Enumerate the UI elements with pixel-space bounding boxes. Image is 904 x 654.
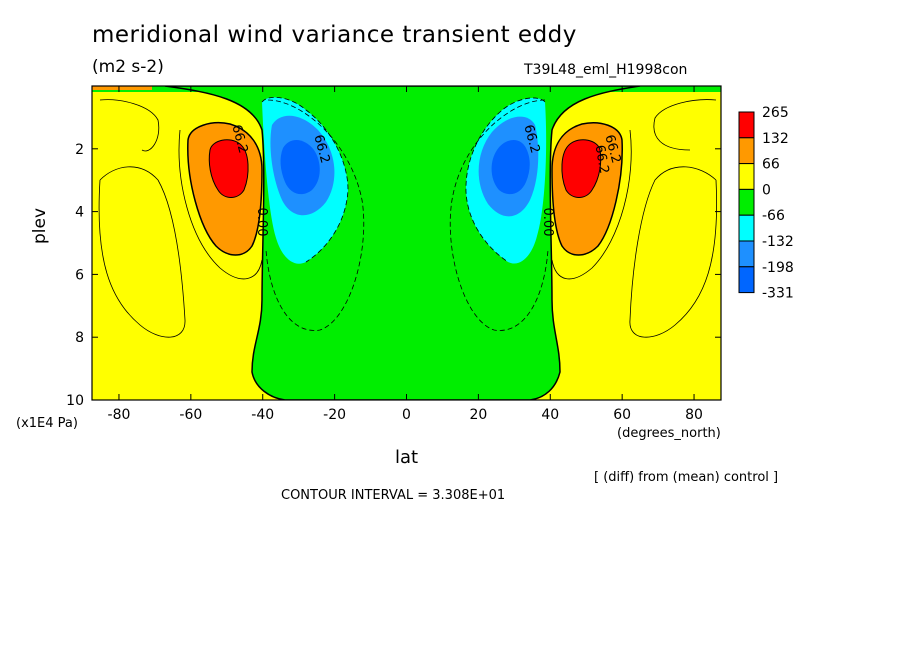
contour-line-sh-outer (178, 129, 263, 280)
units-label: (m2 s-2) (92, 57, 164, 77)
contour-label: 0.00 (254, 208, 269, 237)
contour-label: 66.2 (592, 144, 612, 175)
contour-line-nh-top (653, 99, 717, 151)
y-tick-label: 6 (75, 267, 84, 283)
x-axis-units: (degrees_north) (617, 426, 721, 441)
x-tick-label: -80 (108, 407, 131, 423)
contour-label: 66.2 (601, 133, 623, 165)
colorbar-swatch (738, 214, 755, 242)
colorbar-label: 132 (762, 131, 789, 147)
colorbar-swatch (738, 137, 755, 165)
x-tick-label: 40 (541, 407, 559, 423)
colorbar-swatch (738, 188, 755, 216)
fill-darkblue-nh (491, 139, 530, 195)
contour-line-sh-top (99, 99, 160, 152)
fill-red-sh (208, 139, 249, 198)
y-tick-label: 2 (75, 142, 84, 158)
colorbar-label: -198 (762, 260, 794, 276)
x-tick-label: 80 (685, 407, 703, 423)
y-tick-label: 10 (66, 393, 84, 409)
dashed-contour-sh-outer (265, 99, 365, 331)
contour-line-nh-far (629, 166, 717, 338)
x-tick-label: 0 (402, 407, 411, 423)
contour-label: 0.00 (540, 208, 555, 237)
contour-label: 66.2 (228, 123, 250, 155)
fill-top-left-orange (92, 86, 152, 90)
colorbar-label: -132 (762, 234, 794, 250)
colorbar-label: 265 (762, 105, 789, 121)
dashed-contour-sh-cyan (261, 96, 349, 263)
contour-interval: CONTOUR INTERVAL = 3.308E+01 (281, 488, 506, 503)
x-tick-label: -40 (251, 407, 274, 423)
colorbar-label: -66 (762, 208, 785, 224)
dashed-contour-nh-outer (449, 99, 549, 331)
run-label: T39L48_eml_H1998con (524, 62, 688, 78)
dashed-contour-nh-cyan (465, 97, 546, 263)
colorbar-swatch (738, 266, 755, 294)
y-tick-label: 8 (75, 330, 84, 346)
colorbar-label: 66 (762, 157, 780, 173)
fill-red-nh (561, 139, 602, 198)
diff-note: [ (diff) from (mean) control ] (594, 470, 779, 485)
colorbar-swatch (738, 111, 755, 139)
contour-label: 66.2 (310, 133, 332, 165)
chart-title: meridional wind variance transient eddy (92, 22, 577, 48)
x-axis-label: lat (395, 447, 419, 468)
x-tick-label: -20 (323, 407, 346, 423)
x-tick-label: -60 (179, 407, 202, 423)
contour-line-sh-far (98, 166, 186, 338)
colorbar-swatch (738, 163, 755, 190)
colorbar-swatch (738, 240, 755, 268)
x-tick-label: 60 (613, 407, 631, 423)
contour-label: 66.2 (520, 123, 542, 155)
colorbar-label: 0 (762, 182, 771, 198)
contour-line-nh-outer (551, 129, 632, 280)
y-tick-label: 4 (75, 205, 84, 221)
fill-darkblue-sh (280, 139, 320, 195)
x-tick-label: 20 (469, 407, 487, 423)
colorbar-label: -331 (762, 286, 794, 302)
y-axis-units: (x1E4 Pa) (16, 416, 78, 431)
